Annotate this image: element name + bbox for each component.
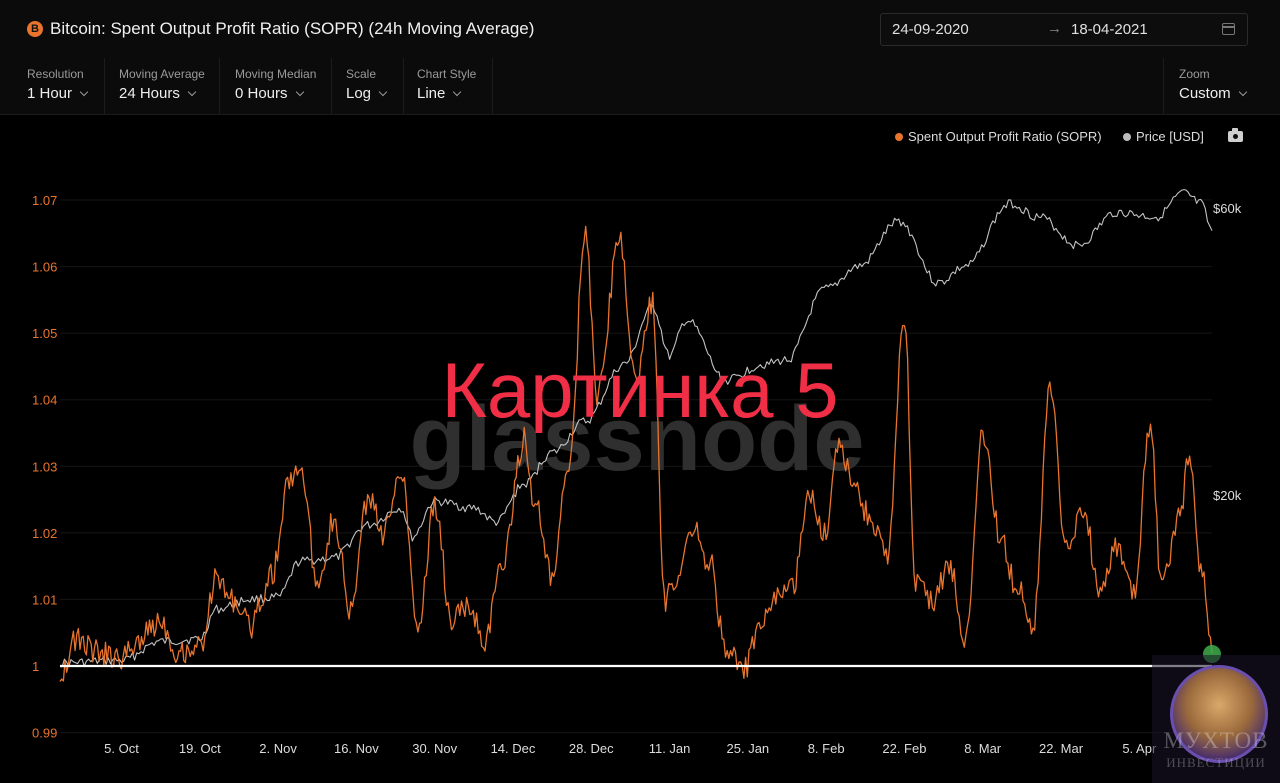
chart-header: B Bitcoin: Spent Output Profit Ratio (SO… [0, 0, 1280, 59]
scale-value[interactable]: Log [346, 85, 388, 102]
x-tick-label: 11. Jan [649, 741, 691, 756]
arrow-right-icon: → [1047, 20, 1062, 37]
calendar-icon[interactable] [1222, 23, 1235, 35]
x-tick-label: 30. Nov [412, 741, 457, 756]
resolution-label: Resolution [27, 67, 84, 81]
baseline [60, 645, 1221, 668]
zoom-select[interactable]: Zoom Custom [1163, 58, 1261, 114]
y-tick-label-left: 1.06 [32, 260, 57, 275]
x-tick-label: 14. Dec [491, 741, 536, 756]
legend-dot-sopr [895, 133, 903, 141]
resolution-select[interactable]: Resolution 1 Hour [27, 58, 105, 114]
bitcoin-icon: B [27, 21, 43, 37]
overlay-caption: Картинка 5 [441, 346, 838, 434]
brand-name: МУХТОВ [1163, 728, 1269, 753]
watermark: glassnode [409, 388, 864, 490]
legend-item-price[interactable]: Price [USD] [1123, 129, 1204, 144]
x-tick-label: 22. Mar [1039, 741, 1084, 756]
legend-item-sopr[interactable]: Spent Output Profit Ratio (SOPR) [895, 129, 1102, 144]
zoom-label: Zoom [1179, 67, 1210, 81]
camera-icon[interactable] [1228, 128, 1243, 142]
sopr-line [59, 225, 1213, 682]
y-tick-label-right: $20k [1213, 488, 1242, 503]
y-tick-label-left: 1.04 [32, 393, 57, 408]
chart-style-select[interactable]: Chart Style Line [417, 58, 493, 114]
x-tick-label: 5. Apr [1122, 741, 1157, 756]
y-tick-label-left: 1 [32, 659, 39, 674]
x-axis: 5. Oct 19. Oct 2. Nov 16. Nov 30. Nov 14. Dec… [104, 741, 1157, 756]
x-tick-label: 28. Dec [569, 741, 614, 756]
y-tick-label-left: 0.99 [32, 726, 57, 741]
x-tick-label: 2. Nov [259, 741, 297, 756]
resolution-value[interactable]: 1 Hour [27, 85, 89, 102]
chart-controls: Resolution 1 Hour Moving Average 24 Hour… [0, 58, 1280, 115]
legend-label-price: Price [USD] [1136, 129, 1204, 144]
grid-lines [60, 199, 1212, 734]
x-tick-label: 8. Feb [808, 741, 845, 756]
y-tick-label-left: 1.05 [32, 326, 57, 341]
price-line [59, 189, 1213, 668]
x-tick-label: 8. Mar [964, 741, 1002, 756]
y-tick-label-left: 1.02 [32, 526, 57, 541]
x-tick-label: 19. Oct [179, 741, 221, 756]
scale-select[interactable]: Scale Log [346, 58, 404, 114]
price-series [59, 189, 1213, 668]
x-tick-label: 22. Feb [882, 741, 926, 756]
y-axis-left: 0.99 1 1.01 1.02 1.03 1.04 1.05 1.06 1.07 [32, 193, 57, 741]
x-tick-label: 16. Nov [334, 741, 379, 756]
y-tick-label-left: 1.03 [32, 459, 57, 474]
chart-style-label: Chart Style [417, 67, 477, 81]
sopr-series [59, 225, 1213, 682]
x-tick-label: 5. Oct [104, 741, 139, 756]
y-tick-label-right: $60k [1213, 201, 1242, 216]
brand-subtitle: ИНВЕСТИЦИИ [1166, 755, 1266, 770]
date-to-input[interactable]: 18-04-2021 [1071, 21, 1148, 38]
scale-label: Scale [346, 67, 377, 81]
moving-median-value[interactable]: 0 Hours [235, 85, 304, 102]
moving-median-label: Moving Median [235, 67, 317, 81]
moving-average-value[interactable]: 24 Hours [119, 85, 197, 102]
y-tick-label-left: 1.07 [32, 193, 57, 208]
chart-title: Bitcoin: Spent Output Profit Ratio (SOPR… [50, 19, 535, 38]
avatar [1170, 665, 1268, 763]
x-tick-label: 25. Jan [727, 741, 770, 756]
chart-style-value[interactable]: Line [417, 85, 462, 102]
date-range-picker[interactable]: 24-09-2020 → 18-04-2021 [880, 13, 1248, 46]
brand-badge: МУХТОВ ИНВЕСТИЦИИ [1152, 655, 1280, 783]
legend-dot-price [1123, 133, 1131, 141]
legend-label-sopr: Spent Output Profit Ratio (SOPR) [908, 129, 1102, 144]
moving-median-select[interactable]: Moving Median 0 Hours [235, 58, 332, 114]
moving-average-label: Moving Average [119, 67, 205, 81]
date-from-input[interactable]: 24-09-2020 [892, 21, 969, 38]
moving-average-select[interactable]: Moving Average 24 Hours [119, 58, 220, 114]
zoom-value[interactable]: Custom [1179, 85, 1247, 102]
y-tick-label-left: 1.01 [32, 592, 57, 607]
